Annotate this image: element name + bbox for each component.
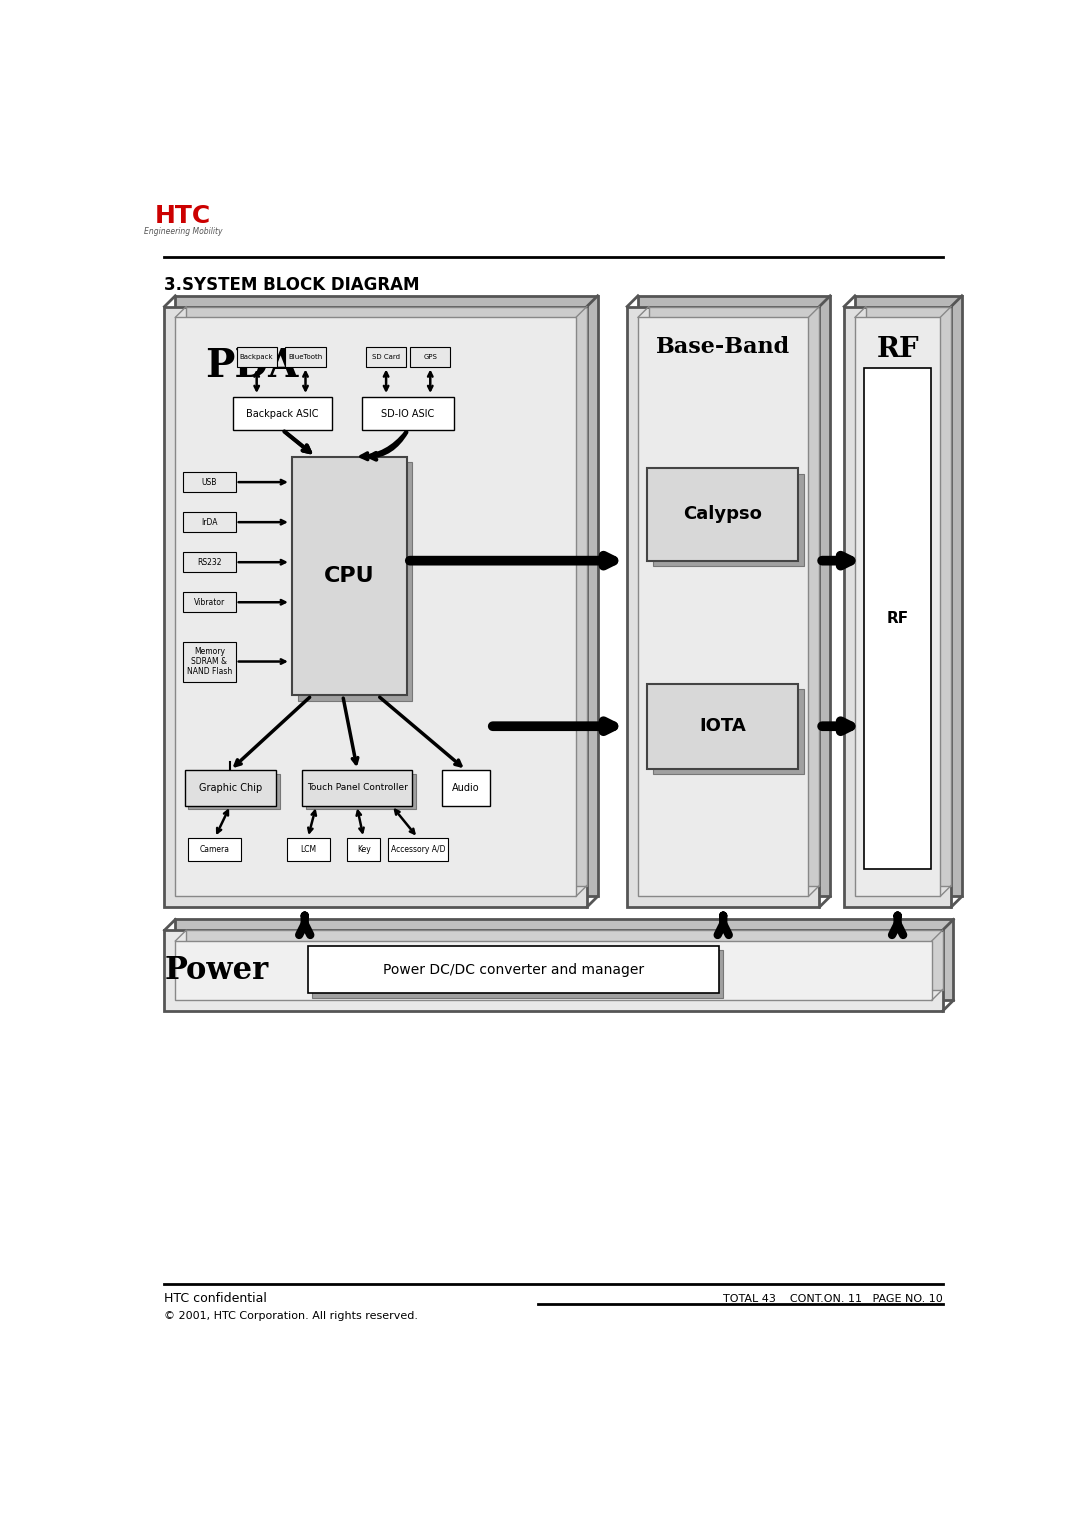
Bar <box>287 837 329 860</box>
Text: CPU: CPU <box>324 565 375 587</box>
Bar <box>293 457 407 695</box>
Bar <box>183 512 235 532</box>
Text: Accessory A/D: Accessory A/D <box>391 845 445 854</box>
Bar <box>185 770 276 805</box>
Bar <box>649 307 820 886</box>
Bar <box>183 642 235 681</box>
Bar <box>638 318 809 897</box>
Text: RF: RF <box>876 336 919 362</box>
Bar <box>442 770 490 805</box>
Text: Engineering Mobility: Engineering Mobility <box>144 226 222 235</box>
Text: IOTA: IOTA <box>699 717 746 735</box>
Bar <box>855 318 941 897</box>
Text: IrDA: IrDA <box>201 518 218 527</box>
Bar <box>175 920 954 1001</box>
Bar <box>175 296 597 897</box>
Text: BlueTooth: BlueTooth <box>288 353 323 359</box>
Text: USB: USB <box>202 478 217 486</box>
Bar <box>864 368 931 868</box>
Bar <box>186 931 943 990</box>
Bar <box>189 837 241 860</box>
Bar <box>845 307 951 908</box>
Bar <box>285 347 326 367</box>
Text: HTC: HTC <box>154 203 212 228</box>
Bar <box>175 941 932 1001</box>
Bar <box>312 950 724 998</box>
Text: 3.SYSTEM BLOCK DIAGRAM: 3.SYSTEM BLOCK DIAGRAM <box>164 275 420 293</box>
Bar <box>164 307 586 908</box>
Bar <box>348 837 380 860</box>
Text: LCM: LCM <box>300 845 315 854</box>
Text: Touch Panel Controller: Touch Panel Controller <box>307 784 408 793</box>
Text: SD-IO ASIC: SD-IO ASIC <box>381 408 434 419</box>
Text: HTC confidential: HTC confidential <box>164 1293 268 1305</box>
Text: Backpack: Backpack <box>240 353 273 359</box>
Bar <box>189 775 280 810</box>
Text: SD Card: SD Card <box>373 353 400 359</box>
Bar <box>183 552 235 571</box>
Text: Key: Key <box>356 845 370 854</box>
Bar <box>175 318 576 897</box>
Text: Camera: Camera <box>200 845 230 854</box>
Text: Calypso: Calypso <box>683 506 761 524</box>
Text: RS232: RS232 <box>198 558 221 567</box>
Bar <box>183 593 235 613</box>
Text: TOTAL 43    CONT.ON. 11   PAGE NO. 10: TOTAL 43 CONT.ON. 11 PAGE NO. 10 <box>723 1294 943 1303</box>
Bar <box>362 397 454 429</box>
Bar <box>307 775 416 810</box>
Bar <box>366 347 406 367</box>
Text: Audio: Audio <box>453 782 480 793</box>
Bar <box>410 347 450 367</box>
Text: Backpack ASIC: Backpack ASIC <box>246 408 319 419</box>
Bar <box>647 468 798 561</box>
Text: © 2001, HTC Corporation. All rights reserved.: © 2001, HTC Corporation. All rights rese… <box>164 1311 418 1322</box>
Text: GPS: GPS <box>423 353 437 359</box>
Bar <box>232 397 332 429</box>
Text: Memory
SDRAM &
NAND Flash: Memory SDRAM & NAND Flash <box>187 646 232 677</box>
Bar <box>298 461 413 701</box>
Text: Power DC/DC converter and manager: Power DC/DC converter and manager <box>382 963 644 976</box>
Bar <box>866 307 951 886</box>
Bar <box>647 685 798 769</box>
Text: Vibrator: Vibrator <box>193 597 225 607</box>
Bar <box>237 347 276 367</box>
Bar <box>183 472 235 492</box>
Bar <box>627 307 820 908</box>
Bar <box>652 689 804 775</box>
Text: PDA: PDA <box>205 347 298 385</box>
Text: Power: Power <box>165 955 269 986</box>
Bar <box>164 931 943 1012</box>
Bar <box>652 474 804 565</box>
Bar <box>302 770 413 805</box>
Bar <box>855 296 962 897</box>
Bar <box>186 307 586 886</box>
Bar <box>638 296 831 897</box>
Text: Graphic Chip: Graphic Chip <box>199 782 262 793</box>
Bar <box>388 837 448 860</box>
Text: Base-Band: Base-Band <box>657 336 791 358</box>
Bar <box>308 946 718 993</box>
Text: RF: RF <box>887 611 908 626</box>
